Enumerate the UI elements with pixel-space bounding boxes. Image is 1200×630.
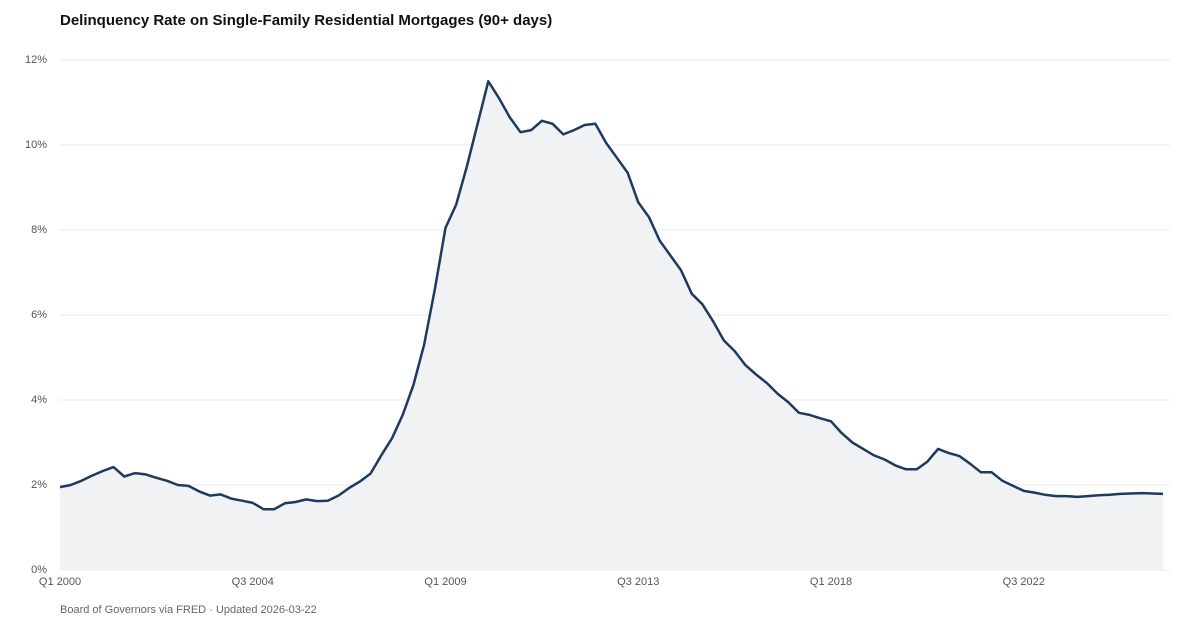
x-tick-label: Q1 2009	[424, 576, 466, 588]
y-tick-label: 8%	[31, 224, 47, 236]
chart-title: Delinquency Rate on Single-Family Reside…	[60, 12, 552, 29]
y-tick-label: 4%	[31, 394, 47, 406]
y-tick-label: 12%	[25, 54, 47, 66]
x-tick-label: Q1 2000	[39, 576, 81, 588]
y-tick-label: 6%	[31, 309, 47, 321]
y-tick-label: 0%	[31, 564, 47, 576]
series-line	[59, 80, 1164, 511]
y-tick-label: 2%	[31, 479, 47, 491]
x-tick-label: Q3 2013	[617, 576, 659, 588]
x-tick-label: Q3 2022	[1003, 576, 1045, 588]
x-tick-label: Q1 2018	[810, 576, 852, 588]
y-tick-label: 10%	[25, 139, 47, 151]
source-note: Board of Governors via FRED · Updated 20…	[60, 604, 317, 616]
area-fill	[60, 81, 1163, 571]
x-tick-label: Q3 2004	[232, 576, 274, 588]
